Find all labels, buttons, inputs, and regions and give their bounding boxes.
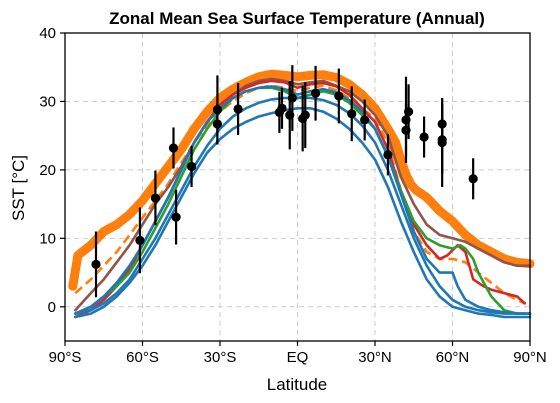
observation-point — [186, 161, 197, 172]
observation-point — [334, 91, 344, 101]
y-tick-label: 0 — [48, 299, 56, 316]
observations-layer — [91, 65, 478, 298]
observation-point — [212, 119, 223, 129]
series-line-8 — [74, 96, 532, 315]
y-tick-label: 10 — [39, 230, 56, 247]
x-tick-label: 30°N — [358, 349, 392, 366]
observation-point — [168, 143, 179, 153]
observation-point — [300, 110, 310, 120]
observation-point — [347, 109, 357, 119]
observation-point — [277, 103, 287, 113]
ticks: 90°S 60°S 30°S EQ 30°N 60°N 90°N 0 10 20 30 40 — [39, 25, 546, 366]
observation-point — [135, 235, 145, 245]
y-tick-label: 20 — [39, 162, 56, 179]
series-line-1 — [68, 69, 535, 291]
observation-point — [171, 212, 181, 222]
x-tick-label: 90°N — [513, 349, 547, 366]
observation-point — [233, 104, 243, 114]
observation-point — [419, 132, 429, 142]
chart-title: Zonal Mean Sea Surface Temperature (Annu… — [109, 9, 485, 28]
series-line-3 — [74, 77, 532, 312]
series-line-2 — [74, 84, 526, 305]
y-tick-label: 30 — [39, 93, 56, 110]
series-layer — [68, 69, 535, 319]
observation-point — [383, 150, 393, 160]
x-tick-label: 60°S — [126, 349, 159, 366]
y-axis-label: SST [°C] — [9, 155, 28, 221]
x-axis-label: Latitude — [267, 375, 328, 394]
x-tick-label: 90°S — [49, 349, 82, 366]
x-tick-label: 30°S — [204, 349, 237, 366]
series-line-7 — [74, 107, 532, 319]
observation-point — [403, 107, 414, 117]
observation-point — [310, 88, 321, 98]
observation-point — [91, 259, 101, 269]
x-tick-label: 60°N — [436, 349, 470, 366]
observation-point — [150, 193, 161, 203]
observation-point — [360, 115, 370, 125]
observation-point — [468, 174, 478, 184]
observation-point — [437, 137, 447, 148]
y-tick-label: 40 — [39, 25, 56, 42]
x-tick-label: EQ — [287, 349, 309, 366]
observation-point — [287, 93, 297, 103]
